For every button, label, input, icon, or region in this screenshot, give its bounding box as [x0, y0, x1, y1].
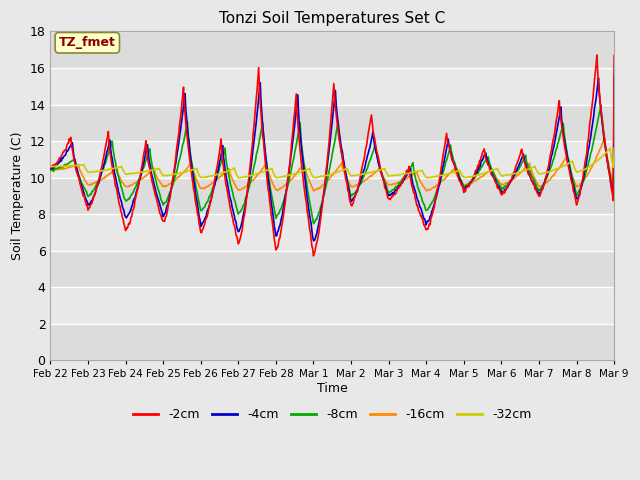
Bar — [51, 251, 614, 287]
Title: Tonzi Soil Temperatures Set C: Tonzi Soil Temperatures Set C — [219, 11, 445, 26]
X-axis label: Time: Time — [317, 382, 348, 395]
Bar — [51, 68, 614, 105]
Legend: -2cm, -4cm, -8cm, -16cm, -32cm: -2cm, -4cm, -8cm, -16cm, -32cm — [128, 403, 536, 426]
Bar — [51, 178, 614, 214]
Y-axis label: Soil Temperature (C): Soil Temperature (C) — [11, 132, 24, 260]
Bar — [51, 324, 614, 360]
Bar — [51, 141, 614, 178]
Bar — [51, 214, 614, 251]
Bar — [51, 32, 614, 68]
Bar — [51, 287, 614, 324]
Text: TZ_fmet: TZ_fmet — [59, 36, 116, 49]
Bar — [51, 105, 614, 141]
